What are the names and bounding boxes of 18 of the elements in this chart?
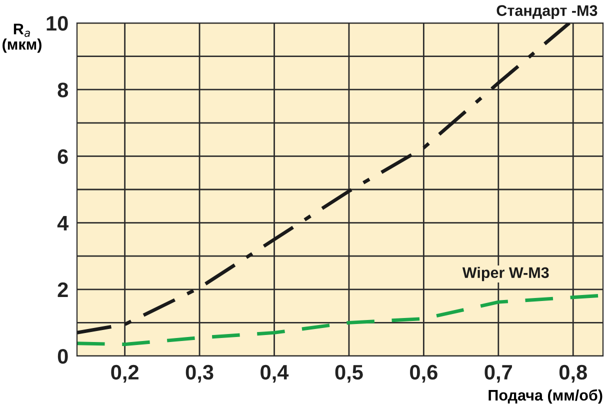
y-axis-title: R$_{a}$ (мкм) (2, 24, 42, 53)
x-tick-label: 0,2 (111, 364, 138, 383)
x-tick-label: 0,4 (260, 364, 289, 383)
y-tick-label: 0 (58, 349, 68, 364)
x-tick-label: 0,6 (410, 364, 438, 383)
y-tick-label: 2 (58, 282, 68, 297)
y-tick-label: 6 (58, 149, 68, 164)
line-series (77, 23, 572, 334)
x-tick-label: 0,3 (186, 364, 214, 383)
x-tick-label: 0,7 (484, 364, 512, 383)
y-tick-label: 8 (58, 82, 68, 98)
x-tick-label: 0,5 (335, 364, 363, 383)
y-tick-label: 4 (57, 216, 69, 230)
x-tick-label: 0,8 (559, 364, 587, 383)
x-axis-title: Подача (мм/об) (488, 389, 602, 404)
y-tick-label: 10 (46, 16, 68, 31)
series-label: Стандарт -M3 (496, 5, 598, 20)
series-label: Wiper W-M3 (462, 266, 549, 282)
